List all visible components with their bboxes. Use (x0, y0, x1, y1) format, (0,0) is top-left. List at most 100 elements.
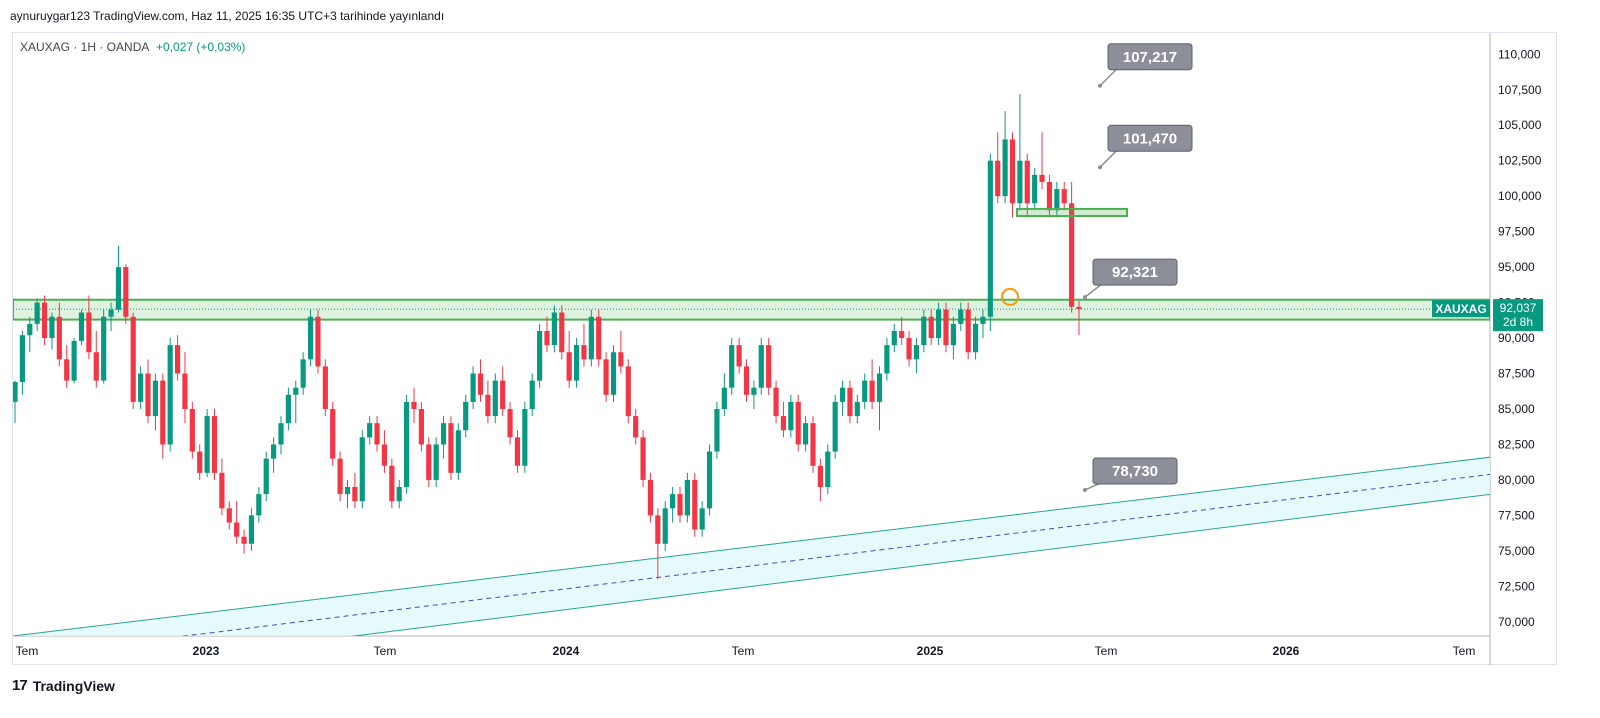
price-callout-box (1092, 258, 1178, 286)
candle-body (559, 312, 565, 353)
candle-body (389, 465, 395, 502)
candle-body (928, 316, 934, 339)
candle-body (943, 309, 949, 346)
candle-body (647, 479, 654, 516)
y-tick-label: 110,000 (1498, 47, 1541, 61)
callout-anchor (1098, 165, 1102, 170)
candle-body (780, 416, 787, 431)
candle-body (1039, 174, 1045, 182)
candle-body (278, 423, 284, 445)
candle-body (1017, 160, 1023, 204)
candle-body (1046, 181, 1053, 211)
candle-body (440, 423, 447, 445)
candle-body (86, 312, 92, 353)
last-price-tag (1493, 299, 1543, 332)
candle-body (588, 316, 594, 360)
price-callout-label: 107,217 (1123, 49, 1177, 66)
candle-body (921, 316, 927, 346)
candle-body (293, 387, 299, 395)
candle-body (899, 330, 905, 339)
candle-body (596, 316, 602, 360)
candle-body (522, 408, 528, 466)
price-callout-label: 78,730 (1112, 463, 1158, 480)
candle-body (123, 267, 129, 317)
candle-body (972, 323, 979, 353)
candle-body (64, 359, 70, 381)
candle-body (1069, 203, 1075, 307)
callout-pointer (1099, 67, 1119, 87)
footer-brand: 17 TradingView (12, 677, 115, 694)
candle-body (692, 479, 698, 530)
candle-body (71, 340, 77, 381)
y-tick-label: 72,500 (1498, 579, 1535, 593)
price-callout-box (1092, 457, 1178, 485)
candle-body (56, 316, 62, 360)
candle-body (544, 330, 550, 346)
candle-body (108, 309, 114, 317)
price-callout-label: 92,321 (1112, 264, 1158, 281)
x-tick-label: Tem (1453, 644, 1476, 658)
candle-body (655, 515, 661, 544)
candle-body (618, 352, 624, 367)
retest-zone (1016, 207, 1128, 218)
candle-body (418, 408, 424, 445)
candle-body (248, 515, 255, 544)
y-tick-label: 80,000 (1498, 473, 1535, 487)
candle-body (662, 508, 668, 544)
symbol-tag (1432, 300, 1490, 318)
candle-body (677, 494, 683, 516)
candle-body (965, 309, 971, 353)
chart-frame (12, 32, 1557, 665)
y-tick-label: 75,000 (1498, 544, 1535, 558)
candle-body (271, 444, 277, 459)
candle-body (847, 387, 853, 417)
candle-body (507, 408, 513, 438)
candle-body (219, 472, 225, 509)
candle-body (817, 465, 823, 488)
candle-body (758, 345, 764, 388)
candle-body (344, 487, 351, 495)
candle-body (854, 401, 860, 417)
last-price-value: 92,037 (1500, 301, 1537, 315)
candle-body (285, 394, 291, 424)
candle-body (130, 316, 136, 402)
price-callout-label: 101,470 (1123, 130, 1177, 147)
candle-body (950, 323, 956, 346)
candle-body (448, 423, 454, 473)
candle-body (396, 487, 402, 502)
candle-body (714, 408, 720, 452)
candle-body (485, 394, 491, 417)
candle-body (300, 359, 306, 388)
candle-body (832, 401, 838, 452)
candle-body (330, 408, 336, 459)
candle-body (1054, 189, 1060, 211)
candle-body (603, 359, 609, 395)
candle-body (322, 366, 328, 409)
candle-body (980, 316, 986, 324)
candle-body (374, 423, 380, 445)
candle-body (640, 437, 646, 480)
candle-body (101, 316, 107, 381)
candle-body (41, 302, 48, 339)
channel-lower-line (350, 493, 1490, 636)
plot-area (13, 94, 1490, 636)
candle-body (234, 522, 240, 537)
candle-body (307, 316, 314, 360)
y-tick-label: 97,500 (1498, 225, 1535, 239)
y-tick-label: 100,000 (1498, 189, 1542, 203)
callout-pointer (1099, 148, 1119, 168)
candle-body (197, 451, 203, 473)
candle-body (359, 437, 365, 502)
y-tick-label: 85,000 (1498, 402, 1535, 416)
callout-anchor (1083, 487, 1087, 492)
candle-body (884, 345, 890, 374)
publish-header: aynuruygar123 TradingView.com, Haz 11, 2… (10, 9, 445, 23)
candle-body (1076, 306, 1082, 310)
candle-body (138, 373, 144, 402)
candle-body (470, 373, 476, 402)
candle-body (27, 323, 33, 336)
candle-body (426, 444, 432, 480)
candle-body (936, 309, 942, 339)
candle-body (463, 401, 469, 431)
